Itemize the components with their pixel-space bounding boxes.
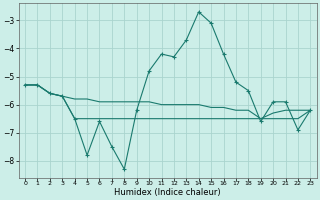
X-axis label: Humidex (Indice chaleur): Humidex (Indice chaleur): [114, 188, 221, 197]
